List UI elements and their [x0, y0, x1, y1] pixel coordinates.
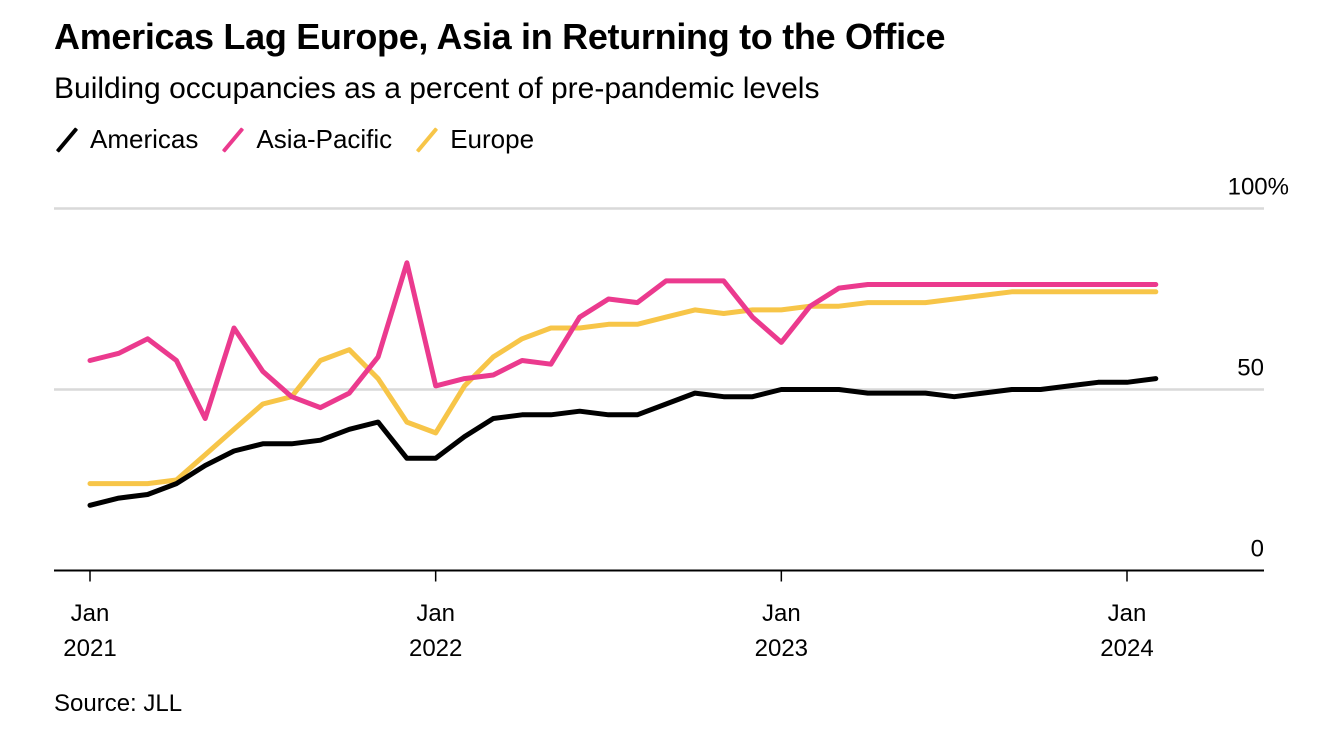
- series-lines: [87, 260, 1159, 508]
- y-tick-label: 0: [1251, 536, 1264, 563]
- series-line-asia-pacific: [87, 260, 1159, 421]
- x-axis-labels: Jan 2021 Jan 2022 Jan 2023 Jan 2024: [63, 600, 1153, 662]
- x-tick-label-year: 2022: [409, 635, 462, 662]
- legend: Americas Asia-Pacific Europe: [54, 124, 556, 155]
- x-tick-label-year: 2024: [1100, 635, 1153, 662]
- series-line-americas: [87, 376, 1159, 508]
- y-tick-label: 50: [1237, 355, 1264, 382]
- legend-item-asia-pacific: Asia-Pacific: [220, 124, 392, 155]
- legend-item-europe: Europe: [414, 124, 534, 155]
- legend-label: Europe: [450, 124, 535, 154]
- chart-subtitle: Building occupancies as a percent of pre…: [54, 72, 820, 105]
- chart-title: Americas Lag Europe, Asia in Returning t…: [54, 16, 946, 57]
- x-tick-label-month: Jan: [1108, 600, 1147, 627]
- y-axis-labels: 100% 50 0: [1228, 174, 1289, 563]
- source-note: Source: JLL: [54, 690, 183, 717]
- x-tick-label-year: 2021: [63, 635, 116, 662]
- y-tick-label: 100%: [1228, 174, 1289, 201]
- x-axis: [54, 569, 1264, 582]
- gridlines: [54, 207, 1264, 391]
- x-tick-label-month: Jan: [762, 600, 801, 627]
- series-line-europe: [87, 289, 1159, 487]
- x-tick-label-month: Jan: [71, 600, 110, 627]
- x-tick-label-year: 2023: [755, 635, 808, 662]
- legend-item-americas: Americas: [54, 124, 198, 155]
- x-tick-label-month: Jan: [416, 600, 455, 627]
- legend-label: Americas: [90, 124, 199, 154]
- legend-label: Asia-Pacific: [256, 124, 393, 154]
